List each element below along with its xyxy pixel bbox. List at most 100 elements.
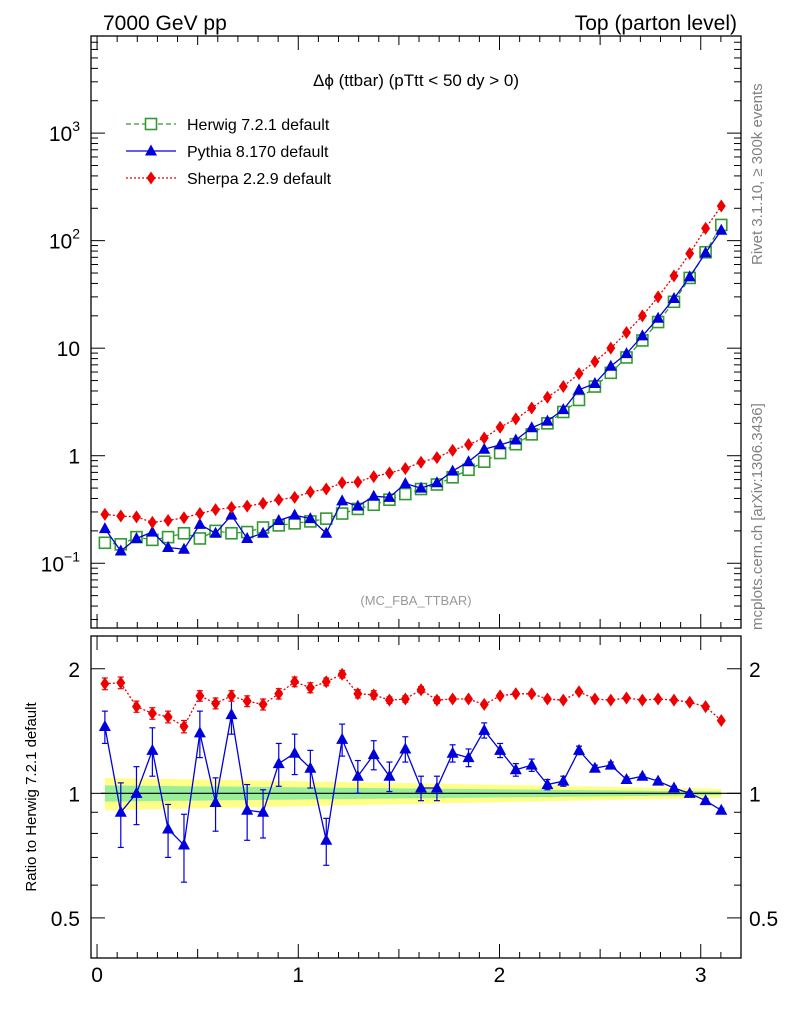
data-point: [479, 431, 489, 445]
data-point: [464, 438, 474, 452]
ratio-point: [527, 687, 537, 701]
y-tick-exponent: 2: [72, 226, 80, 242]
ratio-point: [195, 689, 205, 703]
y-tick-label: 10−1: [41, 548, 81, 576]
main-title: Δϕ (ttbar) (pTtt < 50 dy > 0): [313, 71, 519, 90]
ratio-point: [701, 700, 711, 714]
ratio-point: [541, 778, 554, 790]
ratio-point: [304, 761, 317, 773]
ratio-point: [495, 689, 505, 703]
data-point: [321, 482, 331, 496]
data-point: [116, 509, 126, 523]
ratio-point: [621, 691, 631, 705]
ratio-point: [242, 694, 252, 708]
data-point: [98, 536, 112, 550]
legend-marker: [145, 144, 157, 156]
data-point: [177, 542, 190, 554]
ratio-line: [104, 673, 722, 728]
data-point: [477, 455, 491, 468]
series-open-square: [98, 218, 728, 551]
data-point: [683, 270, 696, 282]
ratio-line: [104, 714, 722, 847]
ratio-point: [416, 683, 426, 697]
y-tick-label: 103: [49, 118, 80, 146]
ratio-point: [336, 732, 349, 744]
data-point: [652, 311, 665, 323]
ratio-series: [100, 667, 726, 734]
ratio-series: [98, 667, 728, 883]
ratio-point: [98, 720, 111, 732]
ratio-y-tick-label-right: 2: [749, 659, 761, 682]
series-filled-triangle: [98, 223, 728, 556]
ratio-point: [430, 781, 443, 793]
ratio-point: [369, 688, 379, 702]
ratio-point: [494, 743, 507, 755]
data-point: [305, 485, 315, 499]
main-ticks: [91, 35, 741, 628]
data-point: [130, 531, 143, 543]
ratio-point: [305, 681, 315, 695]
data-point: [288, 508, 301, 520]
ratio-point: [636, 769, 649, 781]
ratio-point: [114, 805, 127, 817]
main-ytick-labels: 10−1 1 10 102 103: [41, 118, 81, 576]
ratio-point: [653, 692, 663, 706]
ratio-point: [716, 713, 726, 727]
data-point: [637, 309, 647, 323]
data-point: [509, 433, 522, 445]
data-point: [367, 498, 381, 512]
data-point: [701, 221, 711, 235]
ratio-point: [683, 786, 696, 798]
legend-label: Pythia 8.170 default: [187, 144, 329, 161]
main-frame: [90, 35, 742, 629]
data-point: [669, 269, 679, 283]
data-point: [211, 503, 221, 517]
data-point: [620, 347, 633, 359]
ratio-point: [288, 746, 301, 758]
data-point: [525, 421, 538, 433]
data-point: [337, 476, 347, 490]
data-point: [353, 475, 363, 489]
data-point: [572, 393, 586, 407]
ratio-ytick-labels: 0.5 0.5 1 1 2 2: [51, 659, 778, 931]
ratio-point: [147, 706, 157, 720]
ratio-point: [384, 693, 394, 707]
data-point: [226, 500, 236, 514]
ratio-point: [574, 685, 584, 699]
data-point: [195, 507, 205, 521]
data-point: [179, 511, 189, 525]
ratio-point: [511, 687, 521, 701]
x-tick-label: 0: [91, 964, 103, 987]
data-point: [527, 401, 537, 415]
ratio-point: [685, 695, 695, 709]
ratio-point: [464, 692, 474, 706]
data-point: [369, 470, 379, 484]
y-tick-label: 1: [68, 446, 80, 469]
data-point: [430, 476, 443, 488]
ratio-point: [669, 693, 679, 707]
data-point: [542, 390, 552, 404]
mcplots-label: mcplots.cern.ch [arXiv:1306.3436]: [749, 403, 766, 630]
ratio-ylabel: Ratio to Herwig 7.2.1 default: [23, 702, 40, 892]
ratio-point: [606, 693, 616, 707]
legend-label: Herwig 7.2.1 default: [187, 117, 330, 134]
data-point: [416, 455, 426, 469]
legend-label: Sherpa 2.2.9 default: [187, 171, 332, 188]
data-point: [715, 223, 728, 235]
data-point: [574, 367, 584, 381]
ratio-y-tick-label-right: 0.5: [749, 908, 778, 931]
ratio-point: [478, 723, 491, 735]
ratio-point: [179, 720, 189, 734]
data-point: [699, 246, 712, 258]
ratio-point: [351, 769, 364, 781]
y-tick-exponent: −1: [64, 548, 80, 564]
ratio-point: [193, 726, 206, 738]
data-point: [653, 290, 663, 304]
data-point: [588, 376, 601, 388]
data-point: [590, 355, 600, 369]
data-point: [478, 442, 491, 454]
data-point: [225, 508, 238, 520]
ratio-point: [573, 743, 586, 755]
legend-marker: [144, 117, 158, 131]
